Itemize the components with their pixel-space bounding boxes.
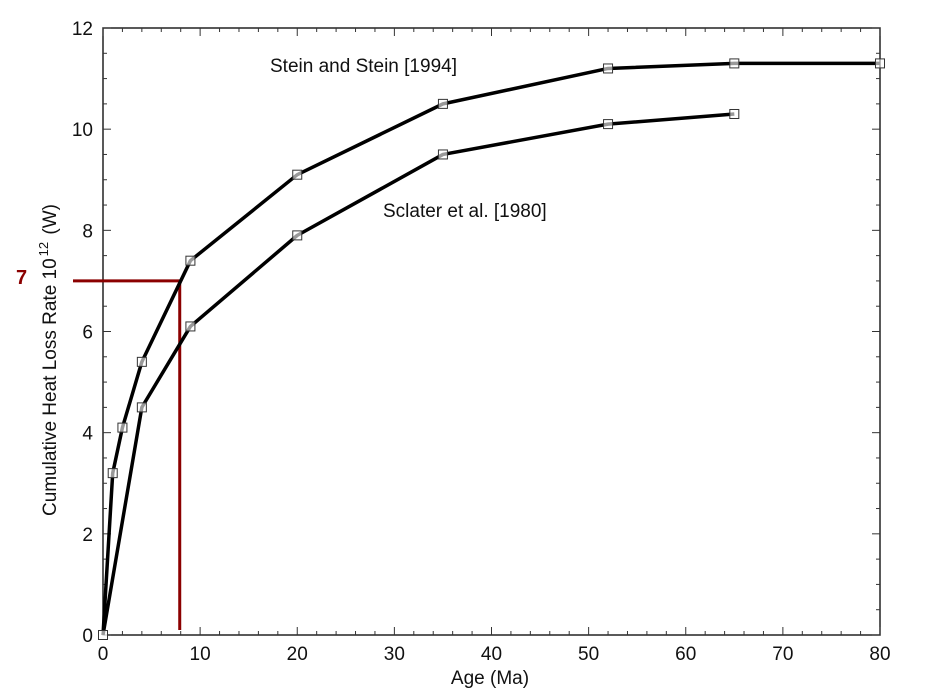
data-point-stein	[107, 468, 118, 479]
series-line-stein	[101, 61, 880, 636]
data-point-sclater	[136, 402, 147, 413]
y-tick-label: 8	[82, 221, 93, 242]
x-tick-label: 40	[481, 644, 502, 665]
plot-frame	[102, 27, 881, 636]
y-tick-label: 6	[82, 323, 93, 344]
data-point-stein	[603, 63, 614, 74]
x-tick-label: 20	[287, 644, 308, 665]
x-tick-label: 60	[675, 644, 696, 665]
x-tick-label: 0	[98, 644, 109, 665]
y-tick-label: 4	[82, 424, 93, 445]
x-tick-label: 10	[190, 644, 211, 665]
data-point-sclater	[603, 119, 614, 130]
y-tick-label: 10	[72, 120, 93, 141]
y-tick-label: 12	[72, 19, 93, 40]
annotation-stein: Stein and Stein [1994]	[270, 56, 457, 77]
y-axis-title-main: Cumulative Heat Loss Rate 10	[40, 258, 61, 516]
data-point-stein	[292, 169, 303, 180]
annotation-sclater: Sclater et al. [1980]	[383, 201, 547, 222]
y-axis-title: Cumulative Heat Loss Rate 10 12 (W)	[36, 204, 61, 516]
data-point-sclater	[292, 230, 303, 241]
data-point-stein	[437, 98, 448, 109]
data-point-stein	[117, 422, 128, 433]
reference-value-label: 7	[16, 267, 27, 289]
series-line-sclater	[101, 112, 735, 636]
y-tick-label: 2	[82, 525, 93, 546]
data-point-sclater	[98, 630, 108, 640]
data-point-sclater	[729, 108, 740, 119]
data-point-stein	[136, 356, 147, 367]
x-tick-label: 80	[869, 644, 890, 665]
y-tick-label: 0	[82, 626, 93, 647]
y-axis-title-unit: (W)	[40, 204, 61, 240]
data-point-sclater	[185, 321, 196, 332]
data-point-stein	[185, 255, 196, 266]
x-tick-label: 70	[772, 644, 793, 665]
x-axis-title: Age (Ma)	[451, 668, 529, 689]
data-point-stein	[729, 58, 740, 69]
data-point-sclater	[437, 149, 448, 160]
data-point-stein	[875, 58, 885, 69]
y-axis-title-exponent: 12	[36, 242, 51, 256]
x-tick-label: 50	[578, 644, 599, 665]
x-tick-label: 30	[384, 644, 405, 665]
